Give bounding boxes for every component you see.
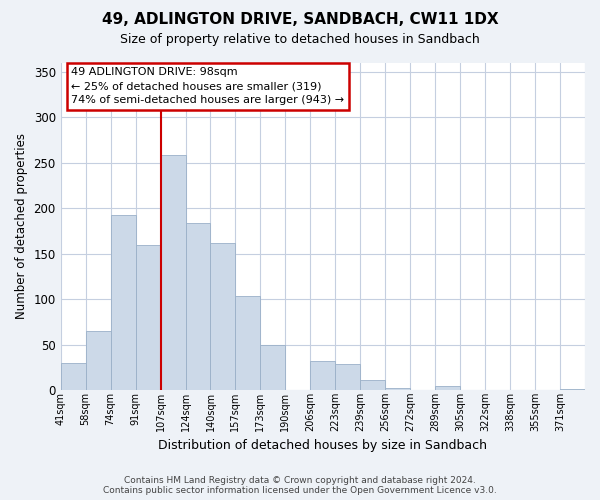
Y-axis label: Number of detached properties: Number of detached properties bbox=[15, 134, 28, 320]
Bar bbox=[110, 214, 136, 390]
Bar bbox=[211, 243, 235, 390]
Bar bbox=[86, 331, 110, 390]
Bar bbox=[185, 222, 211, 390]
Bar bbox=[310, 361, 335, 390]
Bar bbox=[235, 296, 260, 390]
Bar bbox=[161, 156, 185, 390]
Text: 49 ADLINGTON DRIVE: 98sqm
← 25% of detached houses are smaller (319)
74% of semi: 49 ADLINGTON DRIVE: 98sqm ← 25% of detac… bbox=[71, 68, 344, 106]
X-axis label: Distribution of detached houses by size in Sandbach: Distribution of detached houses by size … bbox=[158, 440, 487, 452]
Bar bbox=[360, 380, 385, 390]
Text: Size of property relative to detached houses in Sandbach: Size of property relative to detached ho… bbox=[120, 32, 480, 46]
Bar bbox=[335, 364, 360, 390]
Text: Contains HM Land Registry data © Crown copyright and database right 2024.
Contai: Contains HM Land Registry data © Crown c… bbox=[103, 476, 497, 495]
Bar bbox=[435, 386, 460, 390]
Bar bbox=[61, 363, 86, 390]
Bar bbox=[136, 244, 161, 390]
Bar bbox=[385, 388, 410, 390]
Text: 49, ADLINGTON DRIVE, SANDBACH, CW11 1DX: 49, ADLINGTON DRIVE, SANDBACH, CW11 1DX bbox=[101, 12, 499, 28]
Bar bbox=[260, 345, 286, 391]
